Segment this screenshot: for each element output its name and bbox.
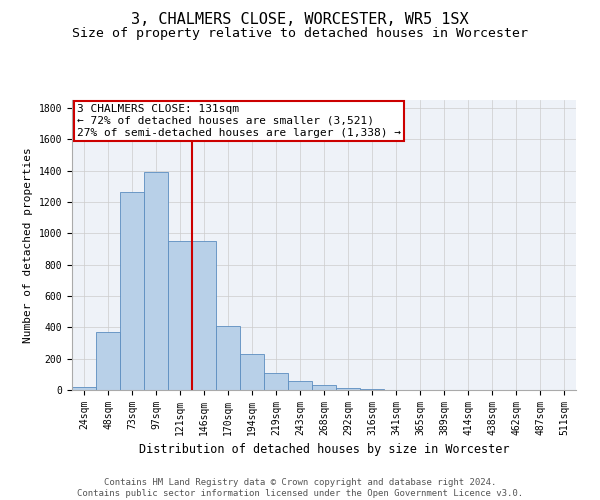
X-axis label: Distribution of detached houses by size in Worcester: Distribution of detached houses by size … — [139, 444, 509, 456]
Text: 3 CHALMERS CLOSE: 131sqm
← 72% of detached houses are smaller (3,521)
27% of sem: 3 CHALMERS CLOSE: 131sqm ← 72% of detach… — [77, 104, 401, 138]
Bar — [312, 384, 336, 390]
Text: Contains HM Land Registry data © Crown copyright and database right 2024.
Contai: Contains HM Land Registry data © Crown c… — [77, 478, 523, 498]
Bar — [96, 332, 120, 390]
Bar — [240, 354, 264, 390]
Bar — [216, 326, 240, 390]
Bar — [360, 388, 384, 390]
Bar — [264, 373, 288, 390]
Bar — [288, 380, 312, 390]
Y-axis label: Number of detached properties: Number of detached properties — [23, 147, 33, 343]
Text: 3, CHALMERS CLOSE, WORCESTER, WR5 1SX: 3, CHALMERS CLOSE, WORCESTER, WR5 1SX — [131, 12, 469, 28]
Bar — [144, 172, 168, 390]
Bar — [192, 241, 216, 390]
Bar — [120, 192, 144, 390]
Bar — [168, 241, 192, 390]
Bar — [336, 388, 360, 390]
Bar — [72, 387, 96, 390]
Text: Size of property relative to detached houses in Worcester: Size of property relative to detached ho… — [72, 28, 528, 40]
